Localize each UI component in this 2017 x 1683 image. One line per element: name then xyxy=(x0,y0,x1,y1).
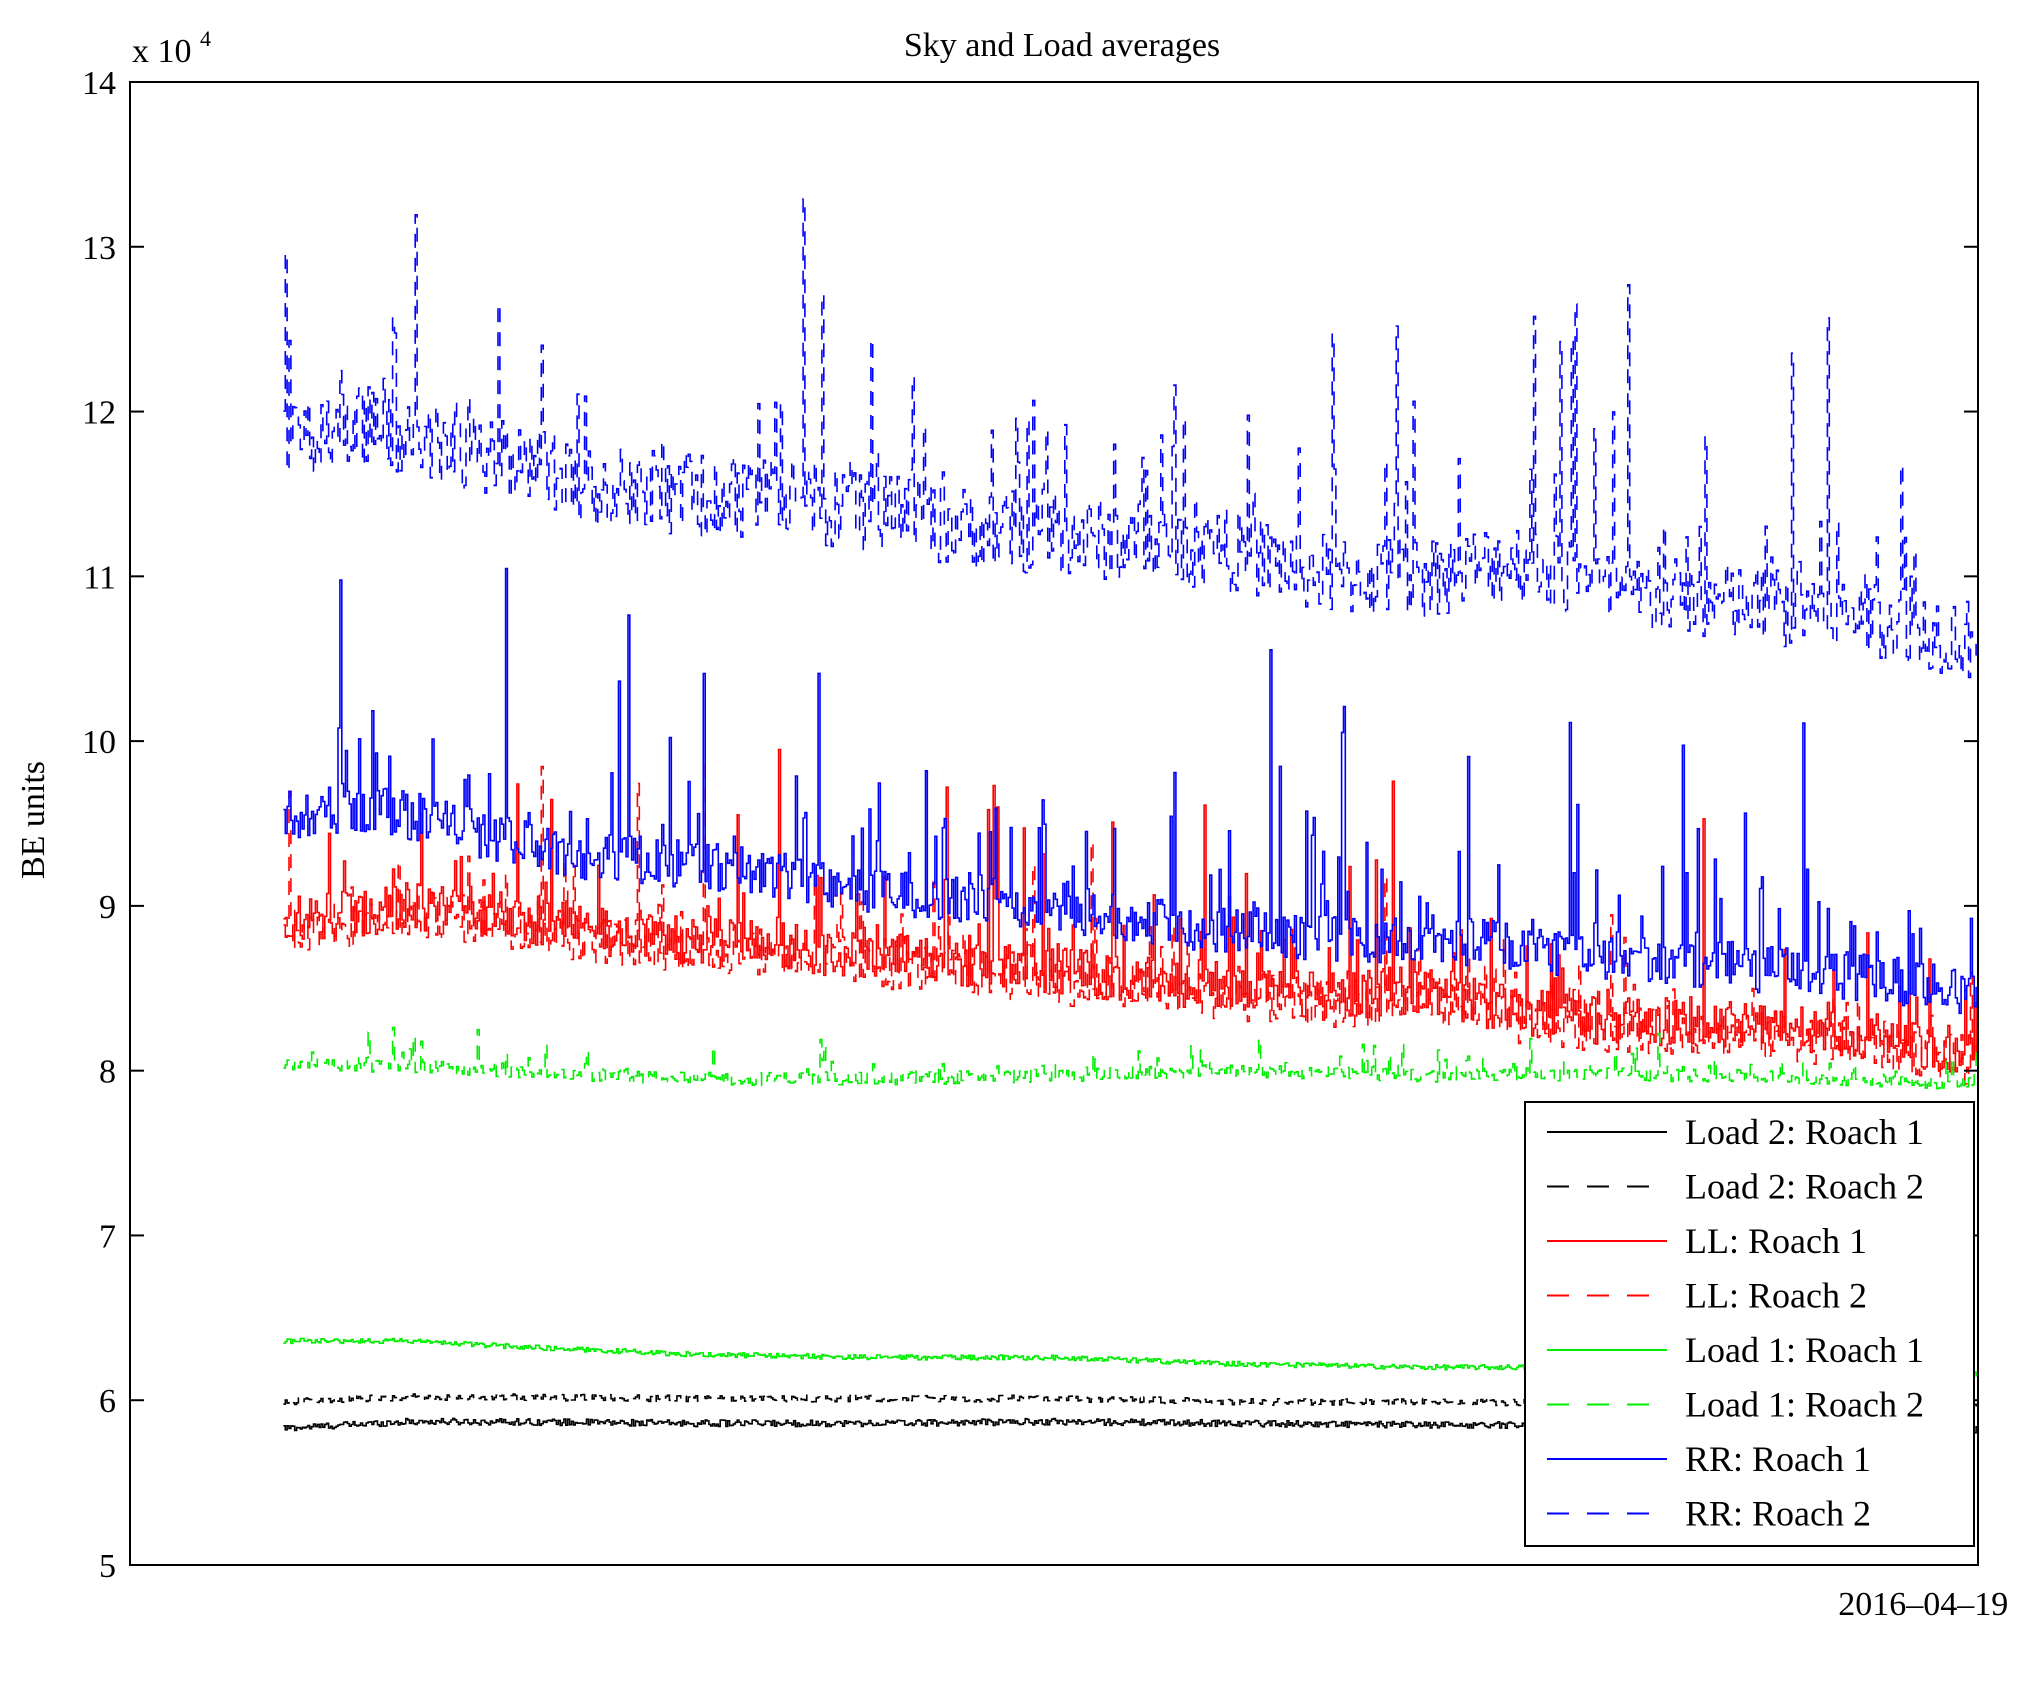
y-axis-multiplier: x 10 4 xyxy=(132,26,211,70)
series-line-6 xyxy=(283,1026,1979,1090)
y-tick-label: 12 xyxy=(82,395,116,432)
y-tick-label: 13 xyxy=(82,230,116,267)
y-tick-label: 11 xyxy=(83,559,116,596)
y-tick-label: 9 xyxy=(99,889,116,926)
y-tick-label: 14 xyxy=(82,65,116,102)
legend-label: Load 2: Roach 2 xyxy=(1685,1167,1924,1207)
y-axis-multiplier-exponent: 4 xyxy=(200,26,211,51)
legend-label: LL: Roach 2 xyxy=(1685,1276,1867,1316)
series-line-7 xyxy=(283,567,1979,1015)
legend-label: LL: Roach 1 xyxy=(1685,1221,1867,1261)
legend-label: Load 2: Roach 1 xyxy=(1685,1112,1924,1152)
legend-label: Load 1: Roach 1 xyxy=(1685,1330,1924,1370)
legend: Load 2: Roach 1 Load 2: Roach 2 LL: Roach … xyxy=(1524,1101,1975,1547)
plot-frame xyxy=(129,81,1979,1566)
axis-ticks: 5 6 7 8 9 10 11 12 13 14 2016–04–19 21:00:00 xyxy=(82,65,2017,1623)
y-tick-label: 5 xyxy=(99,1548,116,1585)
legend-label: Load 1: Roach 2 xyxy=(1685,1385,1924,1425)
series-line-3 xyxy=(283,748,1979,1073)
x-tick-label: 2016–04–19 21:00:00 xyxy=(1838,1586,2017,1623)
legend-box xyxy=(1524,1101,1975,1547)
y-tick-label: 10 xyxy=(82,724,116,761)
legend-label: RR: Roach 2 xyxy=(1685,1494,1871,1534)
y-tick-label: 6 xyxy=(99,1383,116,1420)
y-tick-label: 7 xyxy=(99,1218,116,1255)
series-line-8 xyxy=(283,198,1979,679)
legend-label: RR: Roach 1 xyxy=(1685,1439,1871,1479)
chart-title: Sky and Load averages xyxy=(904,27,1220,64)
y-axis-multiplier-base: x 10 xyxy=(132,33,192,70)
y-tick-label: 8 xyxy=(99,1054,116,1091)
plot-area xyxy=(283,198,1979,1434)
series-line-4 xyxy=(283,758,1979,1085)
y-axis-label: BE units xyxy=(15,761,52,879)
